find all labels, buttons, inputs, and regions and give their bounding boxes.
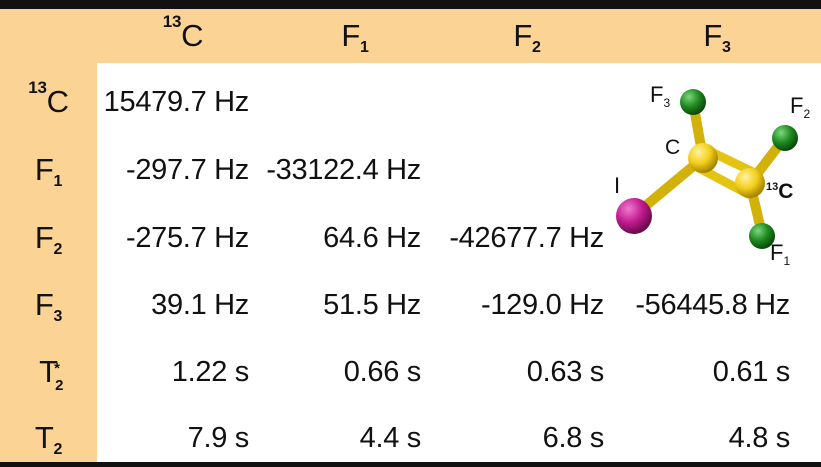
row-label-t2-star: T * 2 [39, 354, 64, 394]
fluorine-2-atom [772, 125, 798, 151]
row-label-f1: F1 [34, 152, 63, 190]
fluorine-3-atom [680, 89, 706, 115]
label-i: I [614, 173, 620, 198]
row-label-t2: T2 [34, 420, 63, 458]
cell-13c-13c: 15479.7 Hz [103, 86, 250, 118]
cell-f2-f1: 64.6 Hz [323, 222, 421, 254]
top-rule [0, 0, 821, 9]
bottom-rule [0, 462, 821, 467]
cell-f2-f2: -42677.7 Hz [449, 222, 604, 254]
cell-t2star-f2: 0.63 s [526, 356, 605, 388]
cell-t2-f3: 4.8 s [728, 422, 791, 454]
col-header-f2: F2 [513, 18, 541, 56]
label-13c: 13C [766, 180, 793, 203]
col-header-f3: F3 [703, 18, 731, 56]
label-f3: F3 [650, 82, 670, 110]
molecule-illustration: F3 F2 F1 C 13C I [614, 82, 810, 268]
cell-f3-f1: 51.5 Hz [323, 289, 421, 321]
cell-f1-13c: -297.7 Hz [125, 154, 249, 186]
col-header-f1: F1 [341, 18, 369, 56]
row-label-13c: 13C [28, 78, 69, 119]
fluorine-1-atom [749, 223, 775, 249]
row-label-f3: F3 [34, 287, 63, 325]
header-band [0, 9, 821, 63]
cell-f3-13c: 39.1 Hz [151, 289, 249, 321]
row-label-f2: F2 [34, 220, 63, 258]
cell-f3-f2: -129.0 Hz [480, 289, 604, 321]
iodine-atom [616, 198, 652, 234]
label-f1: F1 [770, 240, 790, 268]
carbon-13-atom [735, 168, 765, 198]
cell-t2star-f1: 0.66 s [343, 356, 422, 388]
label-f2: F2 [790, 93, 810, 121]
row-label-band [0, 63, 97, 462]
cell-t2star-13c: 1.22 s [171, 356, 250, 388]
label-c: C [665, 136, 680, 159]
cell-t2star-f3: 0.61 s [712, 356, 791, 388]
cell-t2-f2: 6.8 s [542, 422, 605, 454]
cell-f2-13c: -275.7 Hz [125, 222, 249, 254]
cell-f3-f3: -56445.8 Hz [635, 289, 790, 321]
col-header-13c: 13C [162, 12, 204, 53]
cell-t2-13c: 7.9 s [187, 422, 250, 454]
cell-f1-f1: -33122.4 Hz [266, 154, 421, 186]
cell-t2-f1: 4.4 s [359, 422, 422, 454]
carbon-atom [688, 143, 718, 173]
